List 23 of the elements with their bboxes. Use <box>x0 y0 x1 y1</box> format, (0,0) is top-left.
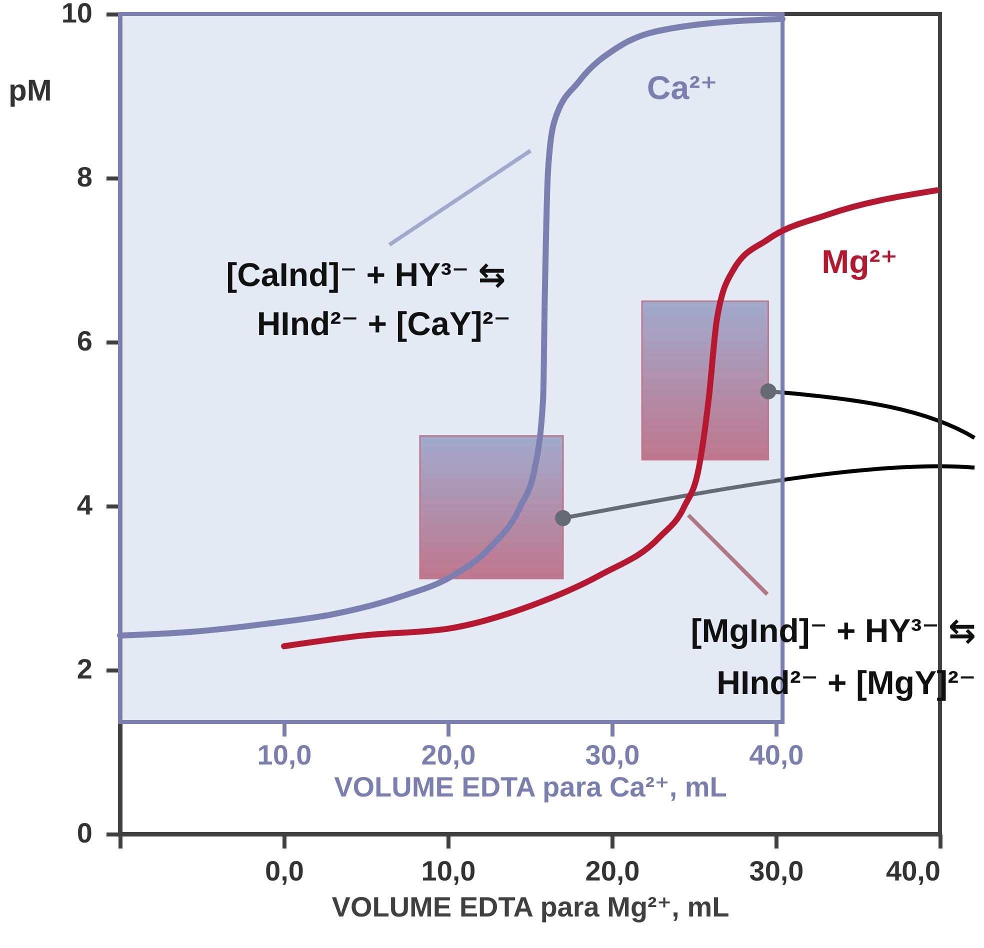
annotation: [CaInd]⁻ + HY³⁻ ⇆ <box>226 256 506 293</box>
x2-tick-label: 10,0 <box>257 740 312 770</box>
y-tick-label: 4 <box>76 490 93 520</box>
x-tick-label: 30,0 <box>749 856 804 886</box>
x-tick-label: 10,0 <box>421 856 476 886</box>
x-tick-label: 40,0 <box>886 856 940 886</box>
y-tick-label: 0 <box>76 818 92 848</box>
y-tick-label: 8 <box>76 162 92 192</box>
x2-tick-label: 20,0 <box>421 740 476 770</box>
annotation: [MgInd]⁻ + HY³⁻ ⇆ <box>690 612 976 650</box>
series-label: Ca²⁺ <box>646 69 718 106</box>
annotation: HInd²⁻ + [CaY]²⁻ <box>256 305 511 342</box>
y-tick-label: 6 <box>76 326 92 356</box>
y-tick-label: 10 <box>61 0 92 28</box>
x-tick-label: 20,0 <box>585 856 640 886</box>
series-label: Mg²⁺ <box>822 242 898 280</box>
y-axis-title: pM <box>8 74 52 108</box>
x-tick-label: 0,0 <box>265 856 304 886</box>
y-tick-label: 2 <box>76 654 92 684</box>
x2-axis-title: VOLUME EDTA para Ca²⁺, mL <box>334 772 727 802</box>
x-axis-title: VOLUME EDTA para Mg²⁺, mL <box>332 892 730 922</box>
x2-tick-label: 30,0 <box>585 740 640 770</box>
x2-tick-label: 40,0 <box>749 740 804 770</box>
